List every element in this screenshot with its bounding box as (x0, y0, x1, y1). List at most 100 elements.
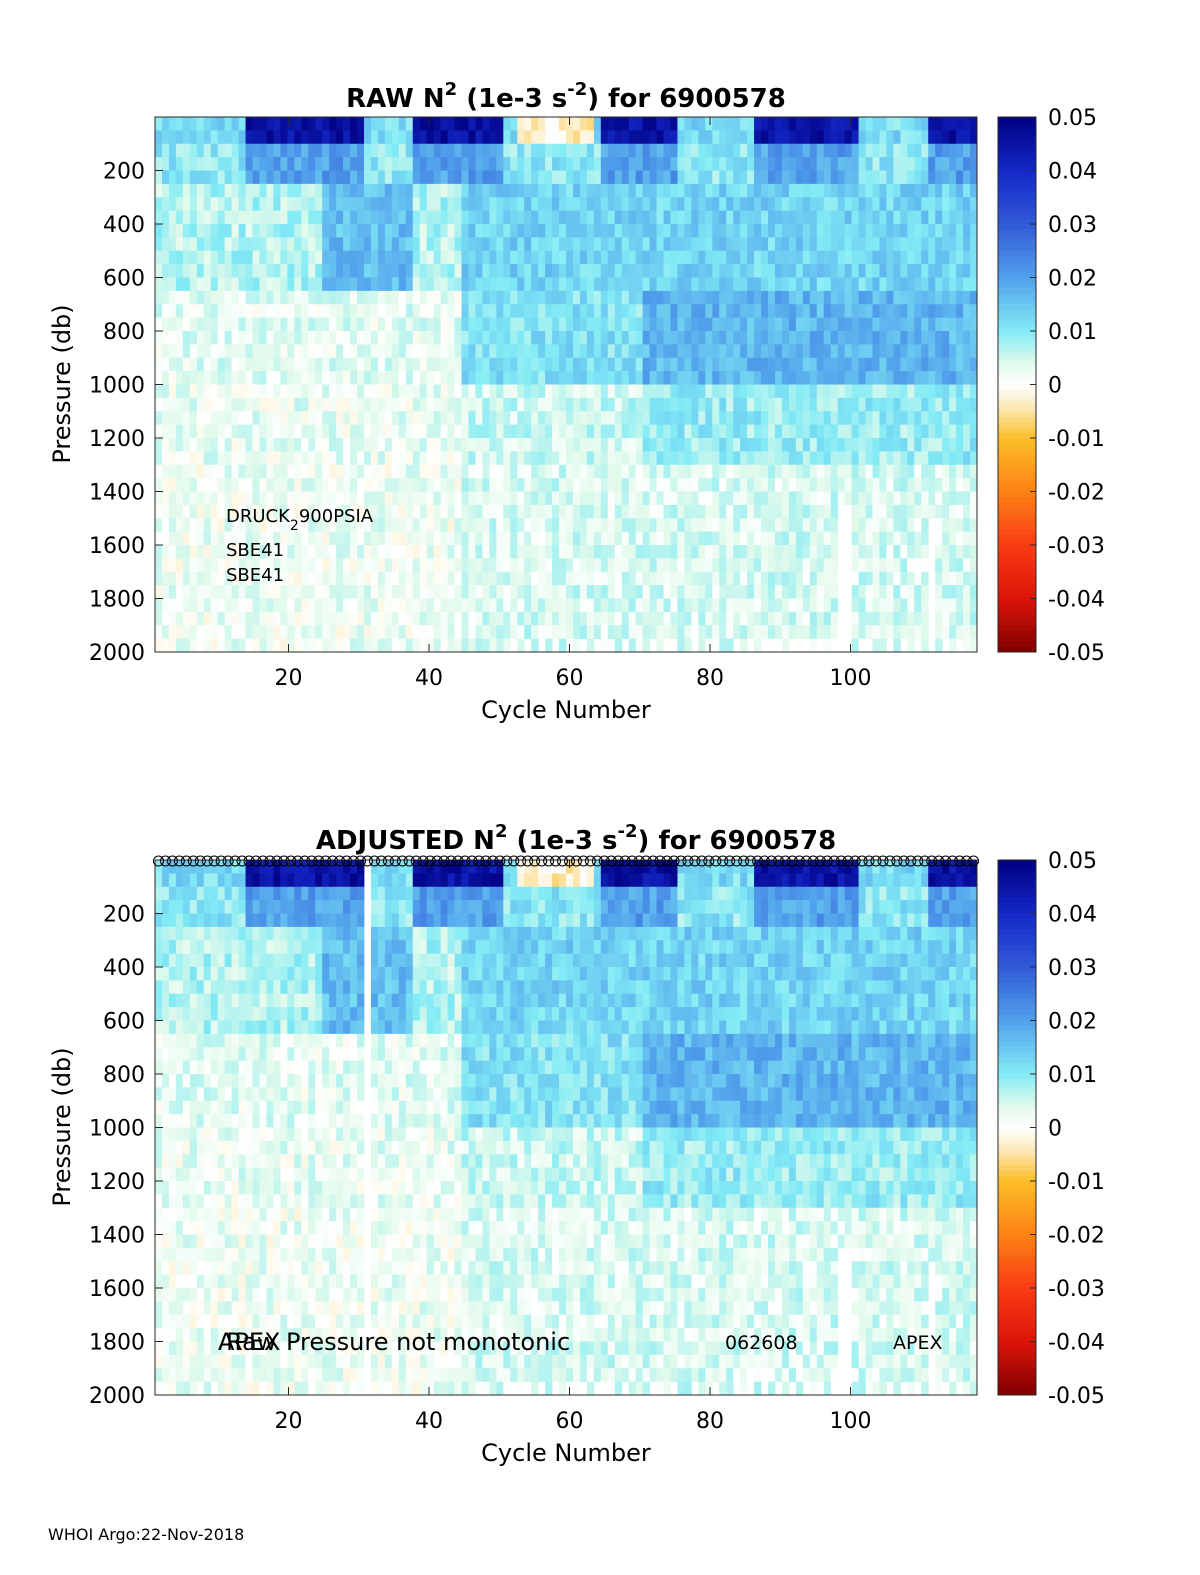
heatmap-cell (391, 438, 400, 452)
heatmap-cell (155, 143, 163, 158)
heatmap-cell (761, 250, 769, 265)
heatmap-cell (705, 331, 713, 345)
heatmap-cell (329, 464, 337, 479)
heatmap-cell (795, 611, 804, 626)
heatmap-cell (357, 117, 365, 131)
heatmap-cell (747, 611, 755, 626)
heatmap-cell (475, 264, 483, 278)
heatmap-cell (308, 397, 316, 412)
heatmap-cell (175, 384, 184, 399)
heatmap-cell (774, 210, 783, 225)
heatmap-cell (524, 157, 532, 171)
heatmap-cell (503, 451, 511, 466)
heatmap-cell (586, 545, 595, 559)
heatmap-cell (656, 625, 664, 640)
heatmap-cell (795, 264, 804, 278)
heatmap-cell (586, 117, 595, 131)
heatmap-cell (440, 397, 448, 412)
heatmap-cell (607, 451, 616, 466)
heatmap-cell (524, 224, 532, 238)
heatmap-cell (405, 183, 414, 198)
heatmap-cell (405, 237, 414, 252)
heatmap-cell (231, 143, 239, 158)
heatmap-cell (586, 491, 595, 506)
heatmap-cell (816, 250, 825, 265)
y-tick-label: 1800 (89, 588, 145, 613)
heatmap-cell (712, 304, 720, 319)
heatmap-cell (468, 130, 476, 145)
heatmap-cell (482, 504, 490, 519)
heatmap-cell (454, 317, 462, 332)
heatmap-cell (781, 478, 790, 492)
heatmap-cell (503, 277, 511, 292)
heatmap-cell (552, 424, 560, 439)
heatmap-cell (600, 478, 609, 492)
heatmap-cell (182, 860, 191, 874)
heatmap-cell (942, 518, 950, 533)
heatmap-cell (161, 1181, 170, 1195)
heatmap-cell (963, 451, 971, 466)
heatmap-cell (691, 598, 699, 613)
heatmap-cell (830, 371, 839, 385)
adjusted-n2-panel: ADJUSTED N2 (1e-3 s-2) for 6900578 20 40 6… (48, 821, 1105, 1467)
heatmap-cell (301, 210, 309, 225)
heatmap-cell (245, 504, 253, 519)
heatmap-cell (238, 411, 246, 426)
heatmap-cell (816, 571, 825, 586)
heatmap-cell (329, 638, 337, 653)
heatmap-cell (600, 290, 609, 305)
heatmap-cell (586, 210, 595, 225)
heatmap-cell (684, 571, 692, 586)
heatmap-cell (663, 638, 671, 653)
heatmap-cell (433, 638, 442, 653)
heatmap-cell (788, 504, 797, 519)
heatmap-cell (586, 611, 595, 626)
heatmap-cell (621, 585, 630, 599)
heatmap-cell (245, 183, 253, 198)
heatmap-cell (287, 424, 295, 439)
heatmap-cell (168, 1288, 177, 1302)
heatmap-cell (447, 478, 455, 492)
heatmap-cell (726, 317, 734, 332)
heatmap-cell (155, 317, 163, 332)
heatmap-cell (266, 638, 274, 653)
heatmap-cell (517, 585, 525, 599)
heatmap-cell (517, 598, 525, 613)
heatmap-cell (649, 331, 657, 345)
heatmap-cell (503, 438, 511, 452)
heatmap-cell (970, 504, 978, 519)
heatmap-cell (357, 250, 365, 265)
heatmap-cell (259, 384, 267, 399)
heatmap-cell (433, 197, 442, 212)
heatmap-cell (691, 571, 699, 586)
heatmap-cell (168, 504, 177, 519)
heatmap-cell (329, 384, 337, 399)
heatmap-cell (357, 531, 365, 546)
heatmap-cell (517, 170, 525, 185)
heatmap-cell (322, 117, 330, 131)
heatmap-cell (621, 598, 630, 613)
heatmap-cell (259, 611, 267, 626)
heatmap-cell (155, 940, 163, 955)
heatmap-cell (816, 304, 825, 319)
heatmap-cell (426, 344, 435, 359)
heatmap-cell (496, 264, 504, 278)
heatmap-cell (503, 304, 511, 319)
heatmap-cell (308, 531, 316, 546)
heatmap-cell (684, 331, 692, 345)
heatmap-cell (280, 344, 288, 359)
heatmap-cell (343, 611, 351, 626)
heatmap-cell (844, 170, 853, 185)
heatmap-cell (175, 926, 184, 941)
heatmap-cell (294, 571, 302, 586)
heatmap-cell (266, 197, 274, 212)
heatmap-cell (475, 210, 483, 225)
heatmap-cell (510, 264, 518, 278)
heatmap-cell (503, 478, 511, 492)
heatmap-cell (189, 451, 198, 466)
heatmap-cell (545, 438, 553, 452)
colorbar-segment (998, 309, 1036, 316)
heatmap-cell (489, 264, 497, 278)
heatmap-cell (705, 197, 713, 212)
heatmap-cell (893, 384, 901, 399)
